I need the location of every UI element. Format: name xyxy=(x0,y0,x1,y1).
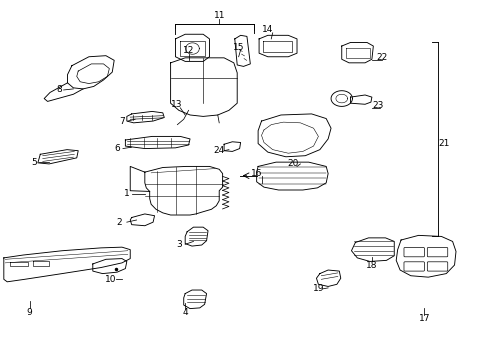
Text: 12: 12 xyxy=(183,46,194,55)
Text: 3: 3 xyxy=(176,240,182,249)
Text: 7: 7 xyxy=(119,117,124,126)
Text: 1: 1 xyxy=(123,189,129,198)
Text: 10: 10 xyxy=(105,275,116,284)
Text: 23: 23 xyxy=(372,101,383,110)
Text: 14: 14 xyxy=(262,26,273,35)
Text: 2: 2 xyxy=(116,218,122,227)
Text: 11: 11 xyxy=(213,11,224,20)
Text: 24: 24 xyxy=(213,146,224,155)
Text: 9: 9 xyxy=(27,308,32,317)
Text: 8: 8 xyxy=(56,85,61,94)
Text: 18: 18 xyxy=(366,261,377,270)
Text: 4: 4 xyxy=(182,308,187,317)
Text: 15: 15 xyxy=(232,42,244,51)
Text: 16: 16 xyxy=(250,169,262,178)
Text: 17: 17 xyxy=(418,314,429,323)
Text: 5: 5 xyxy=(32,158,37,167)
Text: 13: 13 xyxy=(170,100,182,109)
Text: 21: 21 xyxy=(437,139,448,148)
Text: 20: 20 xyxy=(287,159,298,168)
Text: 6: 6 xyxy=(114,144,120,153)
Text: 19: 19 xyxy=(312,284,324,293)
Text: 22: 22 xyxy=(375,53,386,62)
